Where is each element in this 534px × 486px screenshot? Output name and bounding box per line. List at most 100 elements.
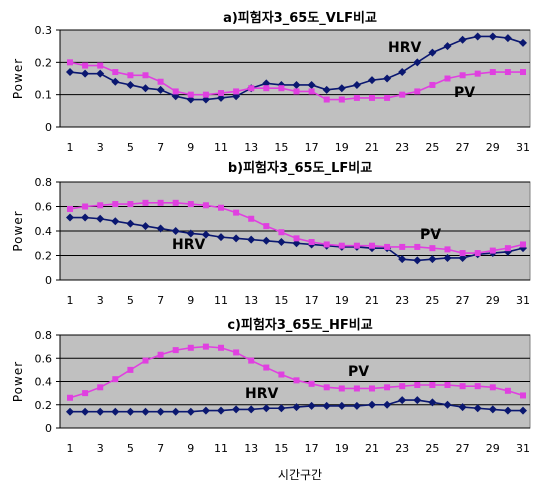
data-point-diamond bbox=[488, 32, 497, 41]
x-tick-label: 21 bbox=[365, 442, 379, 455]
y-tick-label: 0.2 bbox=[35, 399, 53, 412]
x-tick-label: 3 bbox=[97, 141, 104, 154]
data-point-square bbox=[248, 357, 255, 364]
data-point-square bbox=[112, 201, 119, 208]
data-point-square bbox=[67, 394, 73, 401]
data-point-diamond bbox=[307, 401, 316, 410]
data-point-square bbox=[414, 381, 421, 388]
x-tick-label: 23 bbox=[395, 141, 409, 154]
data-point-square bbox=[248, 215, 255, 222]
y-tick-label: 0.1 bbox=[35, 89, 53, 102]
x-tick-label: 31 bbox=[516, 294, 530, 307]
series-annotation: PV bbox=[348, 364, 369, 380]
x-tick-label: 25 bbox=[425, 294, 439, 307]
y-tick-label: 0.2 bbox=[35, 56, 53, 69]
data-point-diamond bbox=[352, 80, 361, 89]
x-axis-label: 시간구간 bbox=[278, 468, 322, 482]
x-tick-label: 21 bbox=[365, 294, 379, 307]
x-tick-label: 13 bbox=[244, 141, 258, 154]
y-tick-label: 0 bbox=[45, 422, 52, 435]
x-tick-label: 19 bbox=[335, 294, 349, 307]
x-tick-label: 9 bbox=[187, 141, 194, 154]
data-point-square bbox=[384, 94, 391, 101]
x-tick-label: 25 bbox=[425, 442, 439, 455]
data-point-square bbox=[202, 202, 209, 209]
data-point-diamond bbox=[428, 255, 437, 264]
data-point-square bbox=[384, 243, 391, 250]
y-tick-label: 0.8 bbox=[35, 176, 53, 189]
data-point-diamond bbox=[413, 396, 422, 405]
data-point-square bbox=[172, 88, 179, 95]
y-tick-label: 0.4 bbox=[35, 225, 53, 238]
data-point-square bbox=[414, 88, 421, 95]
data-point-diamond bbox=[292, 80, 301, 89]
data-point-square bbox=[308, 380, 315, 387]
x-tick-label: 27 bbox=[456, 294, 470, 307]
x-tick-label: 1 bbox=[67, 294, 74, 307]
data-point-square bbox=[444, 381, 451, 388]
data-point-square bbox=[323, 384, 330, 391]
data-point-square bbox=[263, 85, 270, 92]
data-point-diamond bbox=[111, 407, 120, 416]
data-point-square bbox=[308, 88, 315, 95]
data-point-diamond bbox=[519, 406, 527, 415]
data-point-diamond bbox=[126, 80, 135, 89]
chart-panel-2: 00.20.40.60.81 3 5 7 9 11 13 15 17 19 21 23 25 27 29 31… bbox=[11, 160, 531, 307]
x-tick-label: 15 bbox=[274, 294, 288, 307]
data-point-square bbox=[112, 69, 119, 76]
data-point-diamond bbox=[428, 48, 437, 57]
x-tick-label: 29 bbox=[486, 141, 500, 154]
data-point-square bbox=[474, 383, 481, 390]
data-point-square bbox=[369, 94, 375, 101]
x-tick-label: 13 bbox=[244, 442, 258, 455]
x-tick-label: 29 bbox=[486, 294, 500, 307]
x-tick-label: 11 bbox=[214, 141, 228, 154]
data-point-square bbox=[520, 69, 526, 76]
data-point-diamond bbox=[503, 406, 512, 415]
x-tick-label: 27 bbox=[456, 141, 470, 154]
data-point-square bbox=[338, 96, 345, 103]
data-point-square bbox=[218, 204, 224, 211]
series-annotation: HRV bbox=[245, 386, 278, 402]
data-point-diamond bbox=[383, 400, 392, 409]
data-point-diamond bbox=[247, 405, 256, 414]
data-point-square bbox=[520, 392, 526, 399]
x-tick-label: 7 bbox=[157, 294, 164, 307]
series-annotation: PV bbox=[420, 227, 441, 243]
data-point-diamond bbox=[413, 256, 422, 265]
data-point-square bbox=[127, 201, 134, 208]
data-point-diamond bbox=[262, 404, 271, 413]
data-point-diamond bbox=[352, 401, 361, 410]
series-pv bbox=[67, 343, 526, 401]
x-tick-label: 25 bbox=[425, 141, 439, 154]
data-point-square bbox=[97, 384, 104, 391]
data-point-square bbox=[187, 344, 194, 351]
x-tick-label: 23 bbox=[395, 294, 409, 307]
x-tick-label: 5 bbox=[127, 141, 134, 154]
x-tick-label: 19 bbox=[335, 141, 349, 154]
data-point-diamond bbox=[141, 84, 150, 93]
data-point-square bbox=[323, 96, 330, 103]
x-tick-label: 3 bbox=[97, 294, 104, 307]
data-point-square bbox=[127, 72, 134, 79]
data-point-diamond bbox=[368, 76, 376, 85]
data-point-square bbox=[293, 88, 300, 95]
data-point-square bbox=[459, 72, 466, 79]
data-point-square bbox=[489, 247, 496, 254]
x-tick-label: 31 bbox=[516, 141, 530, 154]
data-point-square bbox=[142, 199, 149, 206]
data-point-square bbox=[157, 78, 164, 85]
data-point-square bbox=[97, 202, 104, 209]
data-point-square bbox=[82, 390, 89, 397]
data-point-square bbox=[444, 75, 451, 82]
data-point-diamond bbox=[156, 85, 165, 94]
series-hrv bbox=[66, 32, 527, 104]
data-point-square bbox=[82, 203, 89, 210]
data-point-diamond bbox=[96, 214, 105, 223]
x-tick-label: 3 bbox=[97, 442, 104, 455]
data-point-square bbox=[429, 81, 436, 88]
data-point-diamond bbox=[398, 396, 407, 405]
data-point-diamond bbox=[126, 219, 135, 228]
data-point-square bbox=[504, 69, 511, 76]
